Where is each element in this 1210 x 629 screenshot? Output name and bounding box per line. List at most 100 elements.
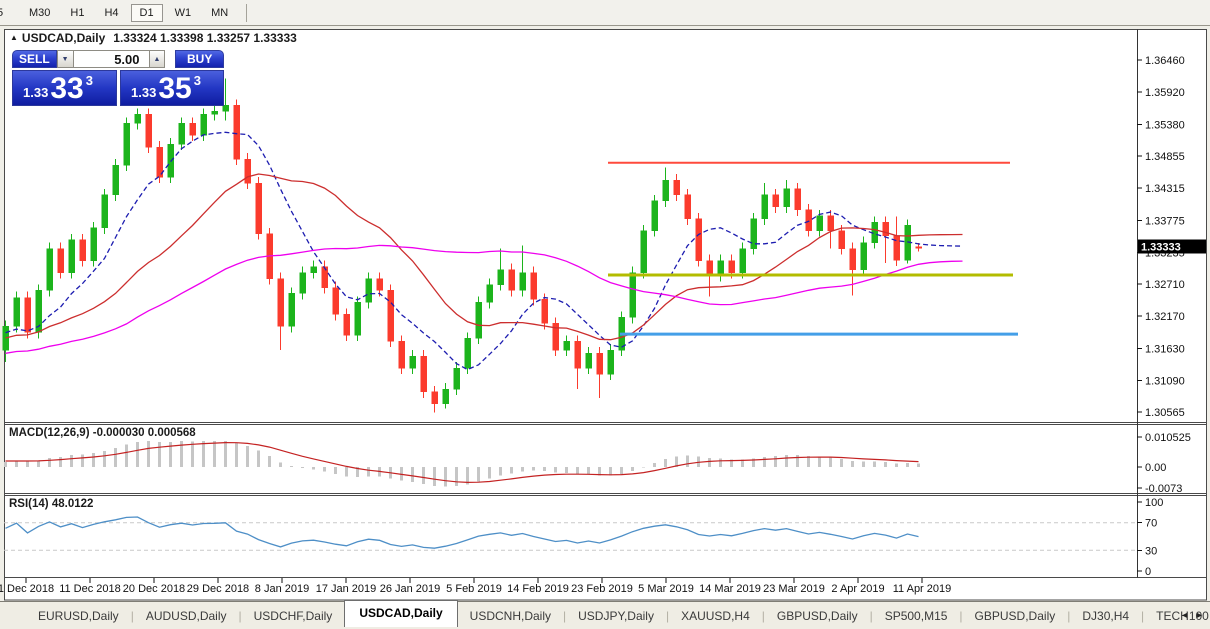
chart-tab-audusd-daily[interactable]: AUDUSD,Daily bbox=[145, 608, 227, 623]
volume-input[interactable] bbox=[73, 50, 149, 68]
volume-decrease-button[interactable]: ▼ bbox=[56, 50, 74, 68]
svg-text:26 Jan 2019: 26 Jan 2019 bbox=[380, 583, 441, 595]
svg-text:70: 70 bbox=[1145, 518, 1157, 530]
horizontal-lines-layer bbox=[608, 161, 1018, 336]
tab-separator: | bbox=[959, 608, 963, 623]
svg-text:0.00: 0.00 bbox=[1145, 462, 1166, 474]
trade-prices-row: 1.33 33 3 1.33 35 3 bbox=[12, 70, 224, 106]
chart-tab-usdchf-daily[interactable]: USDCHF,Daily bbox=[253, 608, 333, 623]
svg-text:20 Dec 2018: 20 Dec 2018 bbox=[123, 583, 185, 595]
ma-line-42 bbox=[5, 244, 963, 354]
sell-price-panel[interactable]: 1.33 33 3 bbox=[12, 70, 117, 106]
svg-text:1 Dec 2018: 1 Dec 2018 bbox=[0, 583, 54, 595]
svg-text:11 Apr 2019: 11 Apr 2019 bbox=[893, 583, 952, 595]
one-click-trading-panel: SELL ▼ ▲ BUY 1.33 33 3 1.33 35 3 bbox=[12, 50, 224, 106]
tab-separator: | bbox=[238, 608, 242, 623]
chart-tab-usdcnh-daily[interactable]: USDCNH,Daily bbox=[469, 608, 552, 623]
pane-frames bbox=[4, 29, 1207, 601]
tab-scroll-arrows: ◂ ▸ bbox=[1182, 610, 1202, 621]
svg-text:1.36460: 1.36460 bbox=[1145, 55, 1185, 67]
svg-text:29 Dec 2018: 29 Dec 2018 bbox=[187, 583, 249, 595]
timeframe-button-m30[interactable]: M30 bbox=[29, 6, 51, 19]
macd-indicator-label: MACD(12,26,9) -0.000030 0.000568 bbox=[9, 427, 196, 439]
candles-layer bbox=[2, 78, 922, 413]
svg-text:1.33333: 1.33333 bbox=[1141, 242, 1181, 254]
svg-text:23 Feb 2019: 23 Feb 2019 bbox=[571, 583, 633, 595]
tab-separator: | bbox=[761, 608, 765, 623]
svg-text:0: 0 bbox=[1145, 566, 1151, 578]
timeframe-button-d1[interactable]: D1 bbox=[130, 3, 163, 22]
moving-averages-layer bbox=[5, 131, 963, 371]
svg-text:14 Feb 2019: 14 Feb 2019 bbox=[507, 583, 569, 595]
chart-tab-xauusd-h4[interactable]: XAUUSD,H4 bbox=[681, 608, 750, 623]
tab-separator: | bbox=[1067, 608, 1071, 623]
svg-text:1.35380: 1.35380 bbox=[1145, 119, 1185, 131]
timeframe-button-mn[interactable]: MN bbox=[211, 6, 229, 19]
ma-line-20 bbox=[5, 173, 963, 341]
buy-price-base: 1.33 bbox=[131, 85, 157, 100]
svg-text:8 Jan 2019: 8 Jan 2019 bbox=[255, 583, 309, 595]
svg-text:11 Dec 2018: 11 Dec 2018 bbox=[59, 583, 121, 595]
svg-text:1.31630: 1.31630 bbox=[1145, 343, 1185, 355]
timeframe-button-5[interactable]: 5 bbox=[0, 6, 4, 19]
buy-price-pips: 35 bbox=[158, 72, 192, 105]
svg-text:-0.0073: -0.0073 bbox=[1145, 483, 1182, 495]
sell-price-pips: 33 bbox=[50, 72, 84, 105]
svg-text:23 Mar 2019: 23 Mar 2019 bbox=[763, 583, 825, 595]
chart-tab-dj30-h4[interactable]: DJ30,H4 bbox=[1082, 608, 1130, 623]
tab-separator: | bbox=[869, 608, 873, 623]
chart-tab-tech100-h1[interactable]: TECH100,H1 bbox=[1156, 608, 1210, 623]
svg-text:1.32710: 1.32710 bbox=[1145, 279, 1185, 291]
chart-tab-gbpusd-daily[interactable]: GBPUSD,Daily bbox=[974, 608, 1056, 623]
svg-text:1.30565: 1.30565 bbox=[1145, 407, 1185, 419]
buy-button[interactable]: BUY bbox=[175, 50, 224, 68]
sell-price-base: 1.33 bbox=[23, 85, 49, 100]
timeframe-toolbar: 5 M30 H1 H4 D1 W1 MN bbox=[0, 0, 1210, 26]
volume-increase-button[interactable]: ▲ bbox=[148, 50, 166, 68]
macd-values: -0.000030 0.000568 bbox=[92, 427, 196, 439]
rsi-indicator-label: RSI(14) 48.0122 bbox=[9, 498, 93, 510]
tab-separator: | bbox=[563, 608, 567, 623]
chart-ohlc-values: 1.33324 1.33398 1.33257 1.33333 bbox=[113, 31, 297, 45]
buy-price-panel[interactable]: 1.33 35 3 bbox=[120, 70, 224, 106]
macd-layer bbox=[4, 440, 920, 487]
rsi-value: 48.0122 bbox=[51, 498, 94, 510]
timeframe-button-h4[interactable]: H4 bbox=[104, 6, 119, 19]
tab-separator: | bbox=[1141, 608, 1145, 623]
svg-text:1.35920: 1.35920 bbox=[1145, 87, 1185, 99]
svg-text:5 Feb 2019: 5 Feb 2019 bbox=[446, 583, 502, 595]
sell-button[interactable]: SELL bbox=[12, 50, 57, 68]
rsi-layer bbox=[4, 516, 1137, 551]
chart-tab-eurusd-daily[interactable]: EURUSD,Daily bbox=[38, 608, 119, 623]
svg-text:0.010525: 0.010525 bbox=[1145, 432, 1191, 444]
chart-tab-sp500-m15[interactable]: SP500,M15 bbox=[884, 608, 948, 623]
tab-scroll-right-icon[interactable]: ▸ bbox=[1196, 610, 1202, 621]
buy-price-point: 3 bbox=[193, 73, 201, 88]
chart-symbol-label: USDCAD,Daily bbox=[21, 31, 106, 45]
svg-text:17 Jan 2019: 17 Jan 2019 bbox=[316, 583, 377, 595]
toolbar-separator bbox=[246, 3, 248, 22]
svg-text:1.34855: 1.34855 bbox=[1145, 151, 1185, 163]
tab-scroll-left-icon[interactable]: ◂ bbox=[1181, 610, 1187, 621]
svg-text:30: 30 bbox=[1145, 545, 1157, 557]
timeframe-button-h1[interactable]: H1 bbox=[70, 6, 85, 19]
svg-text:2 Apr 2019: 2 Apr 2019 bbox=[831, 583, 884, 595]
trade-controls-row: SELL ▼ ▲ BUY bbox=[12, 50, 224, 68]
timeframe-button-w1[interactable]: W1 bbox=[174, 6, 192, 19]
svg-text:1.34315: 1.34315 bbox=[1145, 183, 1185, 195]
chart-tab-gbpusd-daily[interactable]: GBPUSD,Daily bbox=[776, 608, 858, 623]
sell-price-point: 3 bbox=[85, 73, 93, 88]
svg-text:14 Mar 2019: 14 Mar 2019 bbox=[699, 583, 761, 595]
rsi-name: RSI(14) bbox=[9, 498, 49, 510]
chart-tab-usdjpy-daily[interactable]: USDJPY,Daily bbox=[578, 608, 654, 623]
svg-text:1.31090: 1.31090 bbox=[1145, 376, 1185, 388]
axes-layer: 1.36460 1.35920 1.35380 1.34855 1.34315 1.33 7… bbox=[0, 55, 1206, 595]
expand-marker-icon[interactable]: ▲ bbox=[10, 33, 18, 42]
chart-tab-usdcad-daily[interactable]: USDCAD,Daily bbox=[344, 600, 458, 627]
tab-separator: | bbox=[130, 608, 134, 623]
svg-text:100: 100 bbox=[1145, 497, 1163, 509]
chart-tabbar: EURUSD,Daily | AUDUSD,Daily | USDCHF,Daily US… bbox=[0, 600, 1210, 629]
ma-line-8 bbox=[5, 131, 963, 371]
